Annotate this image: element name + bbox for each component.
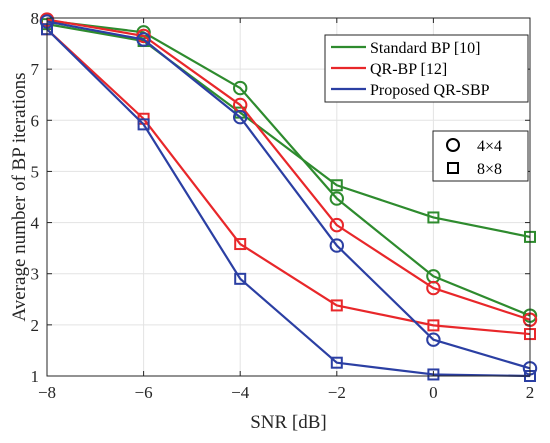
data-point-circle — [329, 238, 344, 253]
data-point-square — [427, 368, 440, 381]
data-point-circle — [426, 332, 441, 347]
x-tick-label: 0 — [429, 383, 438, 402]
y-tick-label: 2 — [31, 316, 40, 335]
series-line-proposed-qr-sbp-8-8 — [46, 28, 531, 378]
y-tick-label: 5 — [31, 162, 40, 181]
marker-legend-circle-icon — [446, 138, 460, 152]
data-point-square — [427, 211, 440, 224]
data-point-circle — [329, 191, 344, 206]
data-point-square — [330, 179, 343, 192]
y-tick-label: 3 — [31, 265, 40, 284]
series-line-qr-bp-12-8-8 — [46, 28, 531, 336]
marker-legend-label-4x4: 4×4 — [477, 138, 502, 155]
data-point-square — [330, 299, 343, 312]
data-point-circle — [426, 280, 441, 296]
marker-legend-square-icon — [447, 162, 459, 174]
y-tick-label: 7 — [31, 60, 40, 79]
legend-label-standard-bp: Standard BP [10] — [370, 40, 481, 57]
series-line-standard-bp-10-8-8 — [46, 23, 531, 238]
data-point-square — [234, 238, 247, 251]
x-axis-title: SNR [dB] — [250, 412, 327, 433]
legend-entry-proposed-qr-sbp: Proposed QR-SBP — [331, 82, 490, 99]
axes-box — [46, 17, 531, 377]
legend-label-proposed-qr-sbp: Proposed QR-SBP — [370, 82, 490, 99]
marker-legend: 4×4 8×8 — [432, 130, 529, 182]
series-line-standard-bp-10-4-4 — [46, 19, 531, 317]
y-tick-label: 8 — [31, 9, 40, 28]
data-point-square — [234, 272, 247, 285]
x-tick-label: −2 — [328, 383, 346, 402]
x-tick-label: 2 — [526, 383, 535, 402]
data-point-square — [137, 118, 150, 131]
data-point-circle — [233, 110, 248, 125]
series-line-qr-bp-12-4-4 — [46, 18, 531, 321]
data-point-circle — [136, 32, 151, 47]
y-tick-label: 4 — [31, 214, 40, 233]
tick-layer: −8 −6 −4 −2 0 2 1 2 3 4 5 6 7 8 — [31, 9, 535, 402]
data-point-square — [330, 356, 343, 369]
data-point-circle — [233, 80, 248, 96]
x-tick-label: −4 — [231, 383, 250, 402]
series-line-proposed-qr-sbp-4-4 — [46, 20, 531, 370]
y-tick-label: 1 — [31, 367, 40, 386]
legend-entry-standard-bp: Standard BP [10] — [331, 40, 481, 57]
data-point-square — [427, 319, 440, 332]
legend-label-qr-bp: QR-BP [12] — [370, 61, 447, 78]
legend-entry-qr-bp: QR-BP [12] — [331, 61, 447, 78]
marker-legend-label-8x8: 8×8 — [477, 161, 502, 178]
y-axis-title: Average number of BP iterations — [9, 72, 30, 321]
x-tick-label: −6 — [135, 383, 153, 402]
x-tick-label: −8 — [38, 383, 56, 402]
legend: Standard BP [10] QR-BP [12] Proposed QR-… — [324, 34, 529, 103]
data-point-circle — [329, 217, 344, 233]
y-tick-label: 6 — [31, 111, 40, 130]
